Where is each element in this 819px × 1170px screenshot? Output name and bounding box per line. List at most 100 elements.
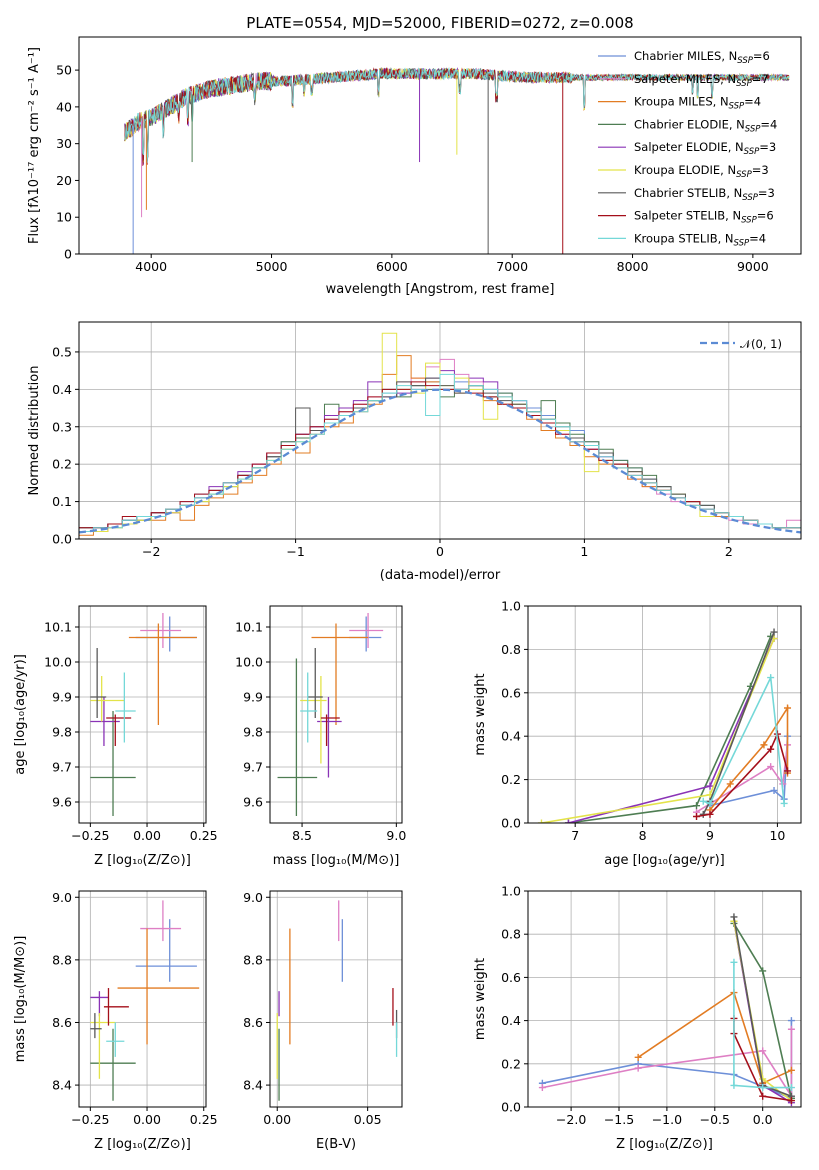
series-marker: [787, 1025, 795, 1033]
mass_vs_ebv-panel: 0.00 0.05 8.4 8.6 8.8 9.0: [243, 890, 403, 1127]
legend-label: Chabrier ELODIE, NSSP=4: [634, 117, 777, 134]
series-marker: [726, 780, 734, 788]
y-tick-label: 30: [56, 136, 72, 151]
axes-frame: [269, 890, 403, 1108]
legend-label: Kroupa STELIB, NSSP=4: [634, 231, 766, 248]
x-tick-label: −0.5: [700, 1112, 730, 1127]
legend-label: Salpeter MILES, NSSP=7: [634, 72, 769, 89]
weight_vs_age-panel: 7 8 9 10 0.0 0.2 0.4 0.6 0.8 1.0: [501, 599, 802, 843]
x-tick-label: 1: [580, 544, 588, 559]
series-marker: [787, 1097, 795, 1105]
series-marker: [699, 797, 707, 805]
y-axis-label: Flux [fλ10⁻¹⁷ erg cm⁻² s⁻¹ A⁻¹]: [27, 47, 42, 244]
y-tick-label: 8.4: [243, 1078, 263, 1093]
series-marker: [634, 1053, 642, 1061]
axes-frame: [527, 605, 802, 824]
residuals-plot-area: [79, 332, 801, 539]
series-marker: [634, 1064, 642, 1072]
legend-label: Kroupa MILES, NSSP=4: [634, 95, 761, 112]
x-tick-label: −1: [286, 544, 304, 559]
legend-label: Chabrier MILES, NSSP=6: [634, 49, 770, 66]
x-tick-label: 7000: [496, 259, 528, 274]
y-tick-label: 0.1: [52, 494, 72, 509]
legend-label: Chabrier STELIB, NSSP=3: [634, 186, 775, 203]
x-tick-label: −0.25: [71, 1112, 109, 1127]
x-tick-label: 0.00: [263, 1112, 291, 1127]
series-marker: [730, 1081, 738, 1089]
x-axis-label: Z [log₁₀(Z/Z⊙)]: [94, 853, 191, 868]
age_vs_mass-panel: 8.5 9.0 9.6 9.7 9.8 9.9 10.0 10.1: [235, 605, 406, 843]
y-tick-label: 0.0: [501, 816, 521, 831]
y-tick-label: 0.0: [52, 532, 72, 547]
axes-frame: [527, 890, 802, 1108]
y-axis-label: mass weight: [473, 673, 488, 755]
x-tick-label: 0.00: [133, 1112, 161, 1127]
series-marker: [787, 1017, 795, 1025]
y-tick-label: 1.0: [501, 599, 521, 614]
x-axis-label: age [log₁₀(age/yr)]: [604, 853, 725, 868]
legend-label: Kroupa ELODIE, NSSP=3: [634, 163, 769, 180]
mass_vs_Z-panel: −0.25 0.00 0.25 8.4 8.6 8.8 9.0: [52, 890, 218, 1127]
axes-frame: [78, 36, 802, 255]
series-marker: [787, 1066, 795, 1074]
series-marker: [706, 799, 714, 807]
x-axis-label: mass [log₁₀(M/M⊙)]: [273, 853, 400, 868]
y-tick-label: 8.6: [243, 1015, 263, 1030]
x-tick-label: 7: [571, 828, 579, 843]
x-tick-label: 9.0: [386, 828, 406, 843]
y-tick-label: 9.9: [52, 690, 72, 705]
y-tick-label: 0.4: [501, 1013, 521, 1028]
y-tick-label: 0.8: [501, 927, 521, 942]
y-tick-label: 0: [64, 247, 72, 262]
y-tick-label: 0.5: [52, 344, 72, 359]
mass_vs_Z-plot-area: [90, 900, 200, 1101]
y-tick-label: 9.8: [243, 725, 263, 740]
series-marker: [759, 967, 767, 975]
series-line-chabrier-elodie: [568, 636, 772, 823]
age_vs_mass-plot-area: [277, 613, 384, 816]
age_vs_Z-plot-area: [90, 613, 197, 816]
x-axis-label: E(B-V): [316, 1137, 356, 1152]
x-axis-label: (data-model)/error: [380, 568, 501, 583]
series-marker: [770, 786, 778, 794]
weight_vs_Z-panel: −2.0 −1.5 −1.0 −0.5 0.0 0.0 0.2 0.4 0.6 0.8 1.0: [501, 884, 802, 1127]
y-tick-label: 40: [56, 99, 72, 114]
y-tick-label: 10.1: [44, 620, 72, 635]
x-tick-label: −2.0: [556, 1112, 586, 1127]
y-tick-label: 9.7: [52, 760, 72, 775]
y-tick-label: 0.2: [52, 457, 72, 472]
y-tick-label: 50: [56, 63, 72, 78]
y-tick-label: 0.8: [501, 642, 521, 657]
x-tick-label: −1.5: [604, 1112, 634, 1127]
y-axis-label: age [log₁₀(age/yr)]: [13, 654, 28, 775]
axes-frame: [78, 605, 207, 824]
axes-frame: [78, 890, 207, 1108]
axes-frame: [269, 605, 403, 824]
series-marker: [537, 819, 545, 823]
series-marker: [730, 958, 738, 966]
series-marker: [759, 1092, 767, 1100]
age_vs_Z-panel: −0.25 0.00 0.25 9.6 9.7 9.8 9.9 10.0 10.1: [44, 605, 218, 843]
series-marker: [706, 810, 714, 818]
x-tick-label: 0.00: [133, 828, 161, 843]
legend-label: Salpeter STELIB, NSSP=6: [634, 209, 774, 226]
y-tick-label: 10.0: [235, 655, 263, 670]
axes-frame: [78, 321, 802, 540]
series-marker: [767, 674, 775, 682]
y-tick-label: 9.6: [52, 795, 72, 810]
x-tick-label: −1.0: [652, 1112, 682, 1127]
y-tick-label: 0.6: [501, 970, 521, 985]
y-tick-label: 0.4: [52, 382, 72, 397]
series-marker: [784, 704, 792, 712]
x-axis-label: wavelength [Angstrom, rest frame]: [326, 282, 555, 297]
series-marker: [759, 1084, 767, 1092]
y-tick-label: 0.4: [501, 729, 521, 744]
series-marker: [784, 767, 792, 775]
x-tick-label: 4000: [135, 259, 167, 274]
series-marker: [538, 1084, 546, 1092]
y-axis-label: Normed distribution: [27, 366, 42, 496]
series-marker: [730, 913, 738, 921]
y-tick-label: 8.8: [52, 952, 72, 967]
normal-curve: [79, 388, 801, 534]
series-marker: [706, 782, 714, 790]
